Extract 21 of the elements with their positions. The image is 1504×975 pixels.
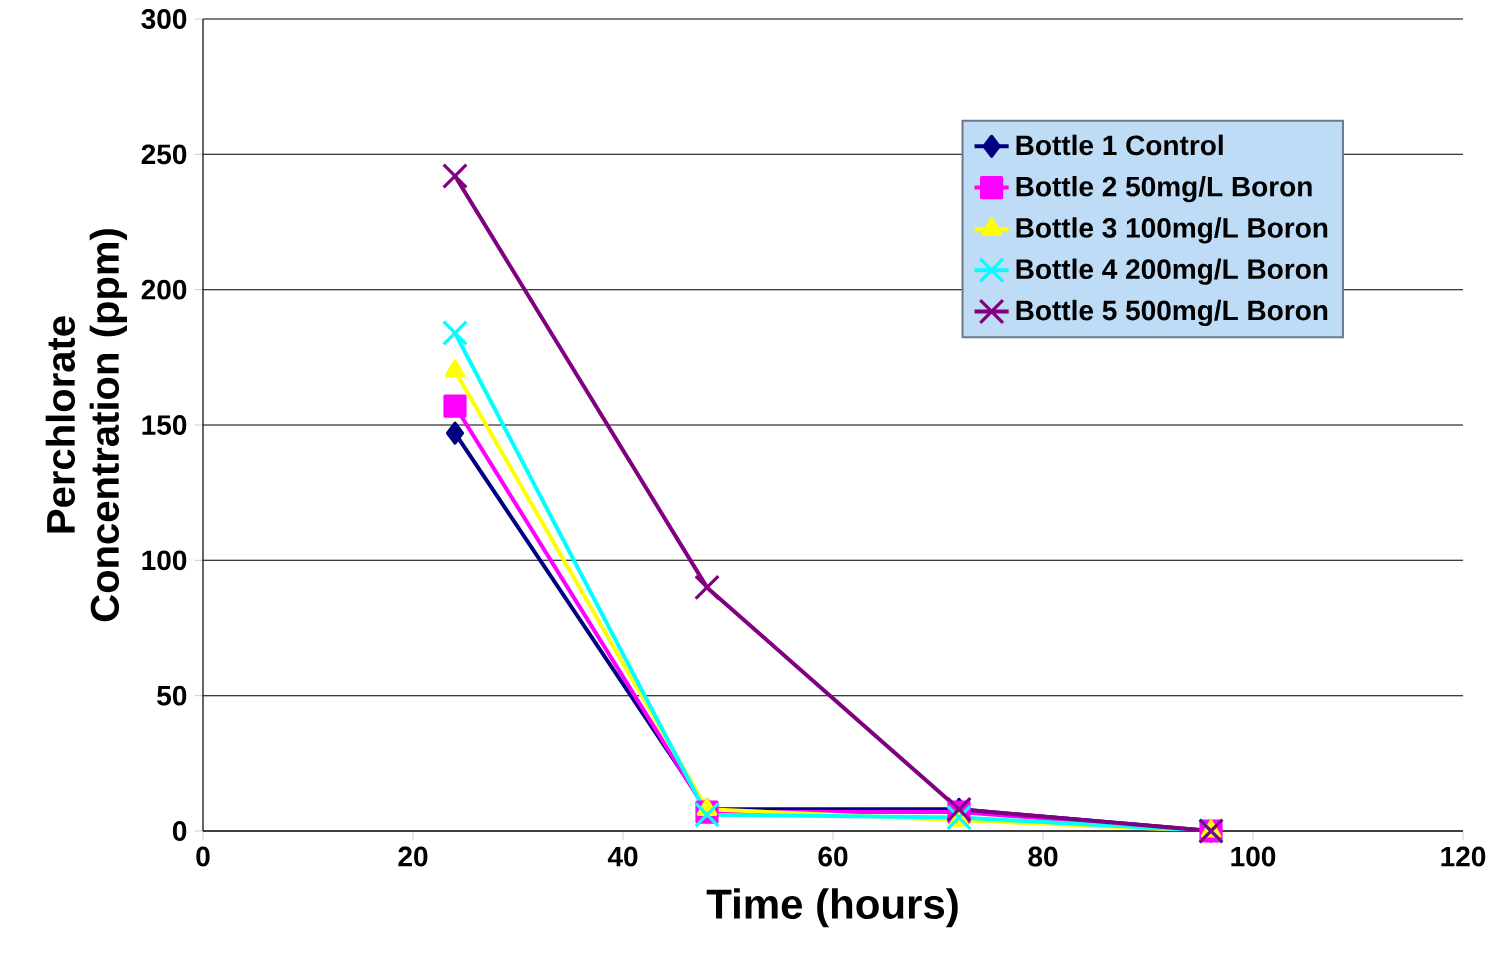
y-tick-label: 150	[142, 415, 187, 435]
x-tick-label: 0	[196, 846, 210, 867]
x-axis-title: Time (hours)	[706, 888, 958, 928]
x-tick-label: 20	[398, 846, 428, 867]
x-tick-label: 100	[1231, 846, 1276, 867]
legend-label: Bottle 5 500mg/L Boron	[1016, 299, 1328, 327]
y-tick-label: 50	[157, 685, 187, 706]
legend-label: Bottle 2 50mg/L Boron	[1016, 175, 1312, 203]
y-tick-label: 0	[172, 821, 187, 841]
y-tick-label: 250	[141, 144, 187, 165]
y-tick-label: 200	[141, 279, 187, 300]
x-tick-label: 120	[1441, 846, 1486, 867]
legend-label: Bottle 1 Control	[1016, 134, 1223, 156]
x-tick-label: 80	[1028, 846, 1058, 867]
x-tick-label: 40	[607, 846, 638, 867]
y-tick-label: 100	[142, 550, 187, 571]
legend-label: Bottle 3 100mg/L Boron	[1016, 217, 1328, 244]
y-axis-title: Perchlorate Concentration (ppm)	[45, 229, 127, 622]
x-tick-label: 60	[818, 846, 848, 867]
legend-label: Bottle 4 200mg/L Boron	[1016, 258, 1328, 285]
y-tick-label: 300	[141, 9, 187, 29]
